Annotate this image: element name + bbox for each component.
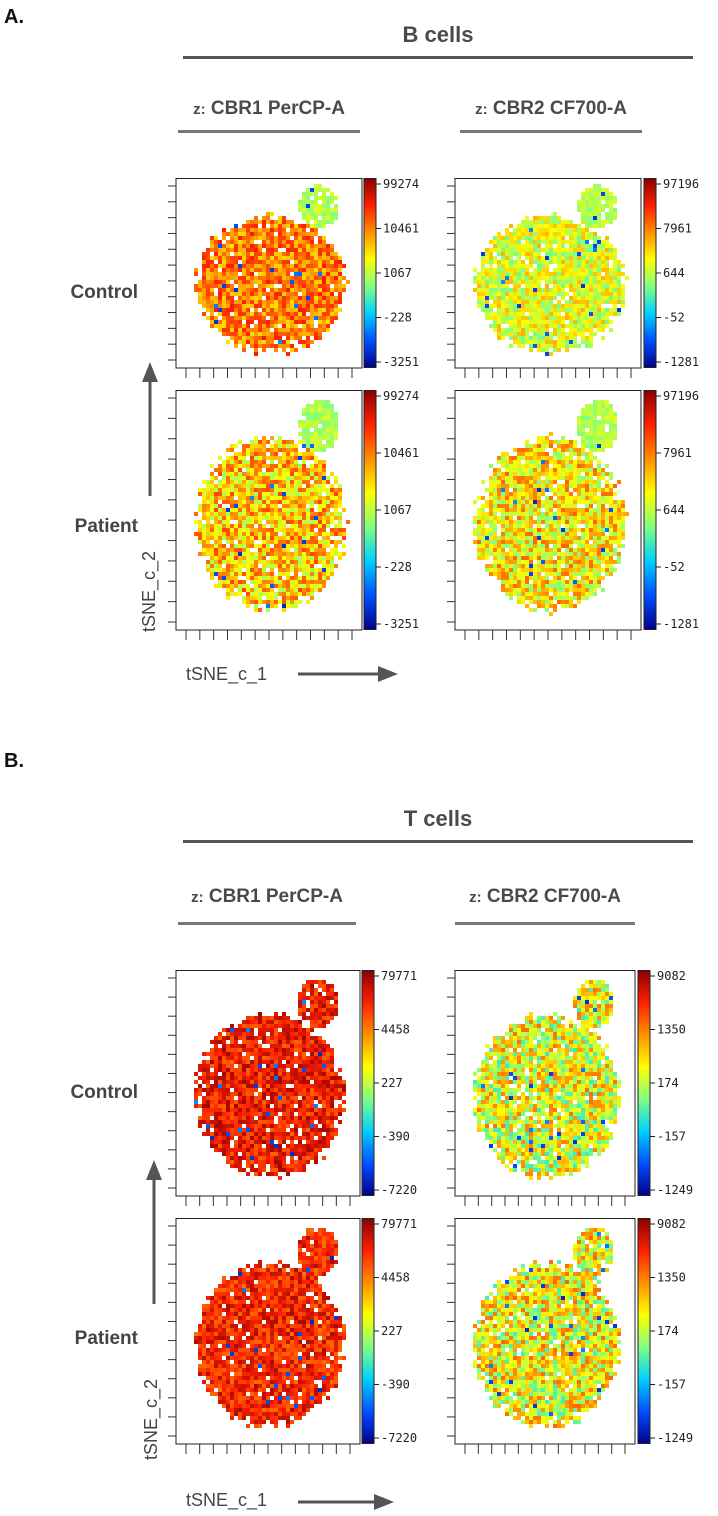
colorbar-tick-label: 174 [657, 1324, 679, 1338]
colorbar-tick-label: 4458 [381, 1023, 410, 1037]
colorbar-tick-label: -1249 [657, 1431, 693, 1445]
y-axis-arrow [142, 362, 158, 496]
row-label-control: Control [70, 1082, 138, 1103]
colorbar-tick-label: 79771 [381, 1218, 417, 1231]
tsne-cell-cloud [473, 184, 629, 356]
colorbar [363, 390, 377, 630]
colorbar-tick-label: -3251 [383, 355, 419, 369]
column-title-text: CBR1 PerCP-A [210, 98, 345, 119]
column-underline [460, 130, 642, 133]
colorbar-tick-label: 644 [663, 266, 685, 280]
tsne-cell-cloud [194, 400, 350, 612]
x-axis-label: tSNE_c_1 [186, 1490, 268, 1510]
tsne-cell-cloud [194, 980, 346, 1180]
row-label-patient: Patient [74, 1328, 138, 1349]
colorbar-tick-label: -3251 [383, 617, 419, 631]
column-underline [455, 922, 635, 925]
tsne-cell-cloud [473, 1228, 621, 1428]
colorbar-tick-label: -7220 [381, 1183, 417, 1197]
colorbar-tick-label: -228 [383, 311, 412, 325]
colorbar [643, 390, 657, 630]
group-title-b-cells: B cells [402, 22, 474, 47]
colorbar-tick-label: -52 [663, 560, 685, 574]
colorbar-tick-label: 10461 [383, 222, 419, 236]
row-label-patient: Patient [74, 516, 138, 537]
colorbar-tick-label: 4458 [381, 1271, 410, 1285]
tsne-panel-s1-c0-r1: 79771 4458 227 -390 -7220 [168, 1218, 417, 1454]
column-prefix: z: [475, 101, 488, 118]
column-title-cbr1: z: CBR1 PerCP-A [178, 886, 356, 908]
colorbar-tick-label: 9082 [657, 970, 686, 983]
colorbar-tick-label: 7961 [663, 446, 692, 460]
column-title-cbr2: z: CBR2 CF700-A [455, 886, 635, 908]
colorbar-tick-label: 7961 [663, 222, 692, 236]
colorbar-tick-label: -157 [657, 1130, 686, 1144]
colorbar-tick-label: -52 [663, 311, 685, 325]
colorbar-tick-label: 97196 [663, 178, 699, 191]
column-title-cbr1: z: CBR1 PerCP-A [178, 98, 360, 120]
colorbar-tick-label: 9082 [657, 1218, 686, 1231]
tsne-panel-s1-c1-r1: 9082 1350 174 -157 -1249 [447, 1218, 693, 1454]
panel-letter-a: A. [4, 6, 24, 28]
colorbar-tick-label: -390 [381, 1130, 410, 1144]
y-axis-label: tSNE_c_2 [141, 1378, 161, 1460]
column-prefix: z: [191, 889, 204, 906]
tsne-panel-s1-c1-r0: 9082 1350 174 -157 -1249 [447, 970, 693, 1206]
group-title-underline [183, 56, 693, 59]
colorbar-tick-label: -1281 [663, 617, 699, 631]
colorbar-tick-label: 1350 [657, 1271, 686, 1285]
colorbar-tick-label: 99274 [383, 390, 419, 403]
y-axis-arrow [146, 1160, 162, 1304]
tsne-panel-s1-c0-r0: 79771 4458 227 -390 -7220 [168, 970, 417, 1206]
x-axis-arrow [298, 1494, 394, 1510]
colorbar-tick-label: 174 [657, 1076, 679, 1090]
colorbar-tick-label: -390 [381, 1378, 410, 1392]
column-prefix: z: [469, 889, 482, 906]
colorbar [637, 970, 651, 1196]
colorbar [637, 1218, 651, 1444]
colorbar-tick-label: 227 [381, 1076, 403, 1090]
colorbar [361, 1218, 375, 1444]
column-title-text: CBR1 PerCP-A [208, 886, 343, 907]
colorbar-tick-label: 79771 [381, 970, 417, 983]
colorbar-tick-label: -228 [383, 560, 412, 574]
colorbar-tick-label: -1281 [663, 355, 699, 369]
colorbar [363, 178, 377, 368]
colorbar-tick-label: 1067 [383, 503, 412, 517]
colorbar-tick-label: 1350 [657, 1023, 686, 1037]
column-title-cbr2: z: CBR2 CF700-A [460, 98, 642, 120]
colorbar-tick-label: 97196 [663, 390, 699, 403]
colorbar-tick-label: 227 [381, 1324, 403, 1338]
column-underline [178, 130, 360, 133]
colorbar-tick-label: 10461 [383, 446, 419, 460]
colorbar [643, 178, 657, 368]
tsne-cell-cloud [194, 184, 350, 356]
colorbar-tick-label: 644 [663, 503, 685, 517]
x-axis-arrow [298, 666, 398, 682]
tsne-cell-cloud [473, 400, 629, 616]
y-axis-label: tSNE_c_2 [139, 550, 159, 632]
colorbar-tick-label: -1249 [657, 1183, 693, 1197]
x-axis-label: tSNE_c_1 [186, 664, 268, 684]
group-title-t-cells: T cells [403, 806, 473, 831]
colorbar-tick-label: 99274 [383, 178, 419, 191]
panel-letter-b: B. [4, 750, 24, 772]
tsne-cell-cloud [194, 1228, 346, 1428]
colorbar-tick-label: -7220 [381, 1431, 417, 1445]
tsne-panel-s0-c0-r1: 99274 10461 1067 -228 -3251 [168, 390, 419, 640]
column-title-text: CBR2 CF700-A [492, 98, 627, 119]
column-title-text: CBR2 CF700-A [486, 886, 621, 907]
tsne-panel-s0-c1-r0: 97196 7961 644 -52 -1281 [447, 178, 699, 378]
tsne-cell-cloud [473, 980, 621, 1180]
group-title-underline [183, 840, 693, 843]
tsne-panel-s0-c0-r0: 99274 10461 1067 -228 -3251 [168, 178, 419, 378]
column-prefix: z: [193, 101, 206, 118]
colorbar [361, 970, 375, 1196]
tsne-panel-s0-c1-r1: 97196 7961 644 -52 -1281 [447, 390, 699, 640]
column-underline [178, 922, 356, 925]
colorbar-tick-label: -157 [657, 1378, 686, 1392]
colorbar-tick-label: 1067 [383, 266, 412, 280]
row-label-control: Control [70, 282, 138, 303]
